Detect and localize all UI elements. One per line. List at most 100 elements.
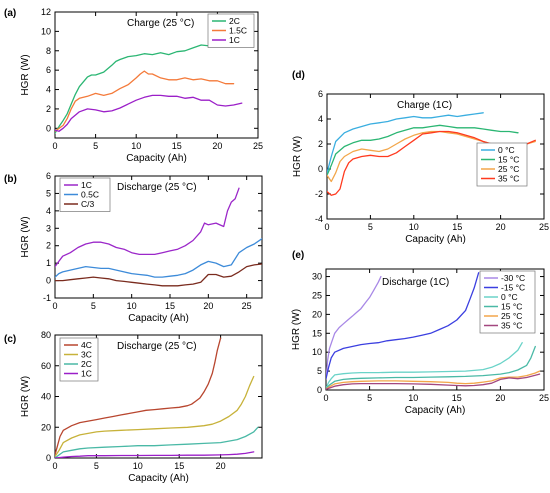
legend-entry: 3C <box>81 350 92 360</box>
plot-frame <box>54 175 263 299</box>
series-line-2 <box>55 238 262 278</box>
legend-entry: -15 °C <box>501 283 525 293</box>
x-tick-label: 20 <box>203 301 213 311</box>
y-tick-label: 12 <box>41 7 51 17</box>
x-axis-label: Capacity (Ah) <box>128 313 189 324</box>
legend-entry: 35 °C <box>498 174 519 184</box>
x-tick-label: 15 <box>452 222 462 232</box>
y-tick-label: 20 <box>41 422 51 432</box>
x-tick-label: 10 <box>131 141 141 151</box>
panel-label: (c) <box>4 334 16 345</box>
y-tick-label: 60 <box>41 361 51 371</box>
panel-label: (e) <box>292 250 304 261</box>
y-tick-label: -1 <box>43 293 51 303</box>
y-tick-label: 20 <box>312 309 322 319</box>
y-axis-label: HGR (W) <box>20 376 31 417</box>
series-line-3 <box>55 263 262 287</box>
chart-title: Discharge (25 °C) <box>117 182 197 193</box>
series-line-5 <box>326 370 541 390</box>
x-tick-label: 10 <box>133 461 143 471</box>
chart-title: Discharge (1C) <box>382 277 449 288</box>
y-tick-label: 0 <box>317 385 322 395</box>
x-tick-label: 15 <box>174 461 184 471</box>
series-line-2 <box>326 272 480 380</box>
series-line-6 <box>326 373 541 390</box>
x-tick-label: 5 <box>367 393 372 403</box>
x-tick-label: 20 <box>496 222 506 232</box>
y-tick-label: 0 <box>46 123 51 133</box>
legend-box <box>479 270 536 334</box>
series-line-4 <box>326 345 536 389</box>
series-line-1 <box>327 112 484 174</box>
legend-entry: 4C <box>81 340 92 350</box>
y-axis-label: HGR (W) <box>292 136 303 177</box>
y-tick-label: 6 <box>46 171 51 181</box>
x-tick-label: 25 <box>539 393 549 403</box>
y-tick-label: 8 <box>46 46 51 56</box>
x-tick-label: 5 <box>368 222 373 232</box>
x-tick-label: 25 <box>242 301 252 311</box>
x-tick-label: 0 <box>52 141 57 151</box>
x-axis-label: Capacity (Ah) <box>405 405 466 416</box>
series-line-1 <box>326 275 382 380</box>
x-tick-label: 10 <box>127 301 137 311</box>
legend-entry: 0 °C <box>498 145 515 155</box>
y-tick-label: 40 <box>41 392 51 402</box>
series-line-2 <box>55 70 235 132</box>
legend-entry: C/3 <box>81 199 95 209</box>
x-tick-label: 15 <box>165 301 175 311</box>
y-tick-label: 1 <box>46 258 51 268</box>
y-axis-label: HGR (W) <box>20 54 31 95</box>
y-axis-label: HGR (W) <box>20 216 31 257</box>
x-tick-label: 20 <box>212 141 222 151</box>
legend-entry: 1C <box>81 369 92 379</box>
x-tick-label: 15 <box>452 393 462 403</box>
legend-box <box>59 177 111 212</box>
y-tick-label: 10 <box>312 347 322 357</box>
x-tick-label: 10 <box>408 393 418 403</box>
legend-entry: 2C <box>229 16 240 26</box>
legend-entry: 1C <box>81 180 92 190</box>
x-tick-label: 5 <box>93 141 98 151</box>
x-tick-label: 25 <box>253 141 263 151</box>
plot-frame <box>54 11 259 139</box>
series-line-3 <box>326 342 523 389</box>
legend-entry: 25 °C <box>501 311 522 321</box>
chart-panel-c: (c) 0 5 10 15 20 0 20 40 60 80 Capacity (Ah) HGR (W)… <box>4 330 263 484</box>
x-tick-label: 0 <box>323 393 328 403</box>
chart-panel-e: (e) 0 5 10 15 20 25 0 5 10 15 20 25 30 Capacity (Ah) HG… <box>291 250 549 416</box>
legend-entry: 15 °C <box>501 302 522 312</box>
x-tick-label: 20 <box>216 461 226 471</box>
chart-title: Discharge (25 °C) <box>117 341 197 352</box>
x-tick-label: 0 <box>324 222 329 232</box>
y-tick-label: 5 <box>46 188 51 198</box>
legend-entry: 0.5C <box>81 190 99 200</box>
y-tick-label: 4 <box>46 85 51 95</box>
plot-frame <box>326 93 545 220</box>
series-line-2 <box>55 375 255 458</box>
y-tick-label: 6 <box>318 89 323 99</box>
y-tick-label: 15 <box>312 328 322 338</box>
chart-title: Charge (1C) <box>397 100 452 111</box>
x-axis-label: Capacity (Ah) <box>128 473 189 484</box>
y-tick-label: -4 <box>315 214 323 224</box>
series-line-4 <box>55 451 255 458</box>
legend-entry: 25 °C <box>498 164 519 174</box>
legend-box <box>207 13 255 48</box>
x-axis-label: Capacity (Ah) <box>405 234 466 245</box>
y-tick-label: 4 <box>318 114 323 124</box>
x-axis-label: Capacity (Ah) <box>126 153 187 164</box>
y-tick-label: 25 <box>312 290 322 300</box>
y-tick-label: 0 <box>46 453 51 463</box>
x-tick-label: 0 <box>52 461 57 471</box>
legend-entry: 2C <box>81 359 92 369</box>
y-axis-label: HGR (W) <box>291 309 302 350</box>
x-tick-label: 20 <box>495 393 505 403</box>
y-tick-label: 2 <box>46 241 51 251</box>
series-line-1 <box>55 337 222 456</box>
series-line-3 <box>55 94 243 132</box>
panel-label: (b) <box>4 174 17 185</box>
legend-entry: 35 °C <box>501 321 522 331</box>
